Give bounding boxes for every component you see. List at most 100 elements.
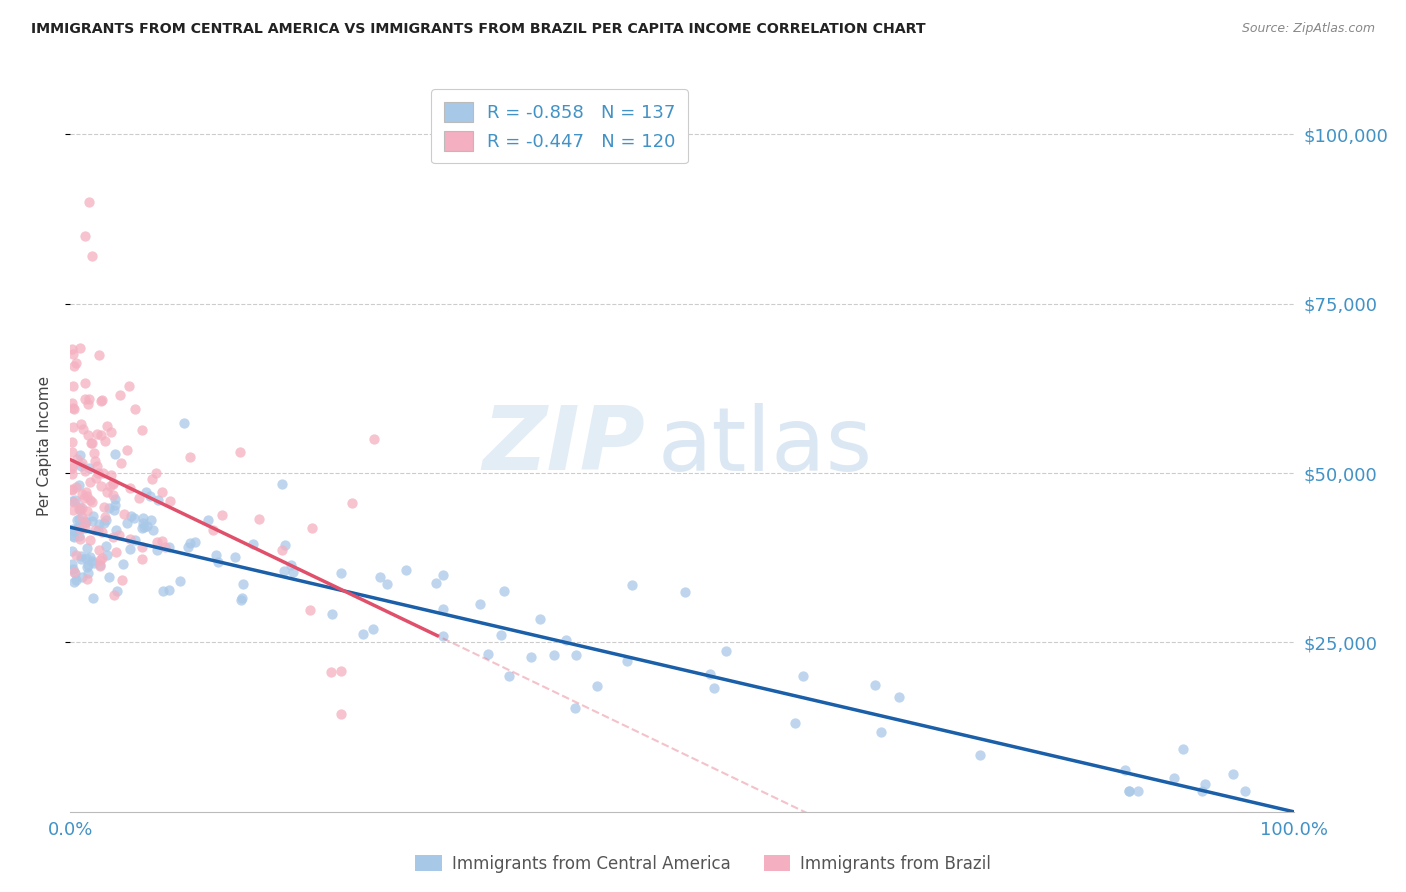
Point xyxy=(80,435,103,450)
Point xyxy=(90,550,112,565)
Point xyxy=(118,379,141,393)
Point xyxy=(75,515,97,529)
Point xyxy=(84,454,107,468)
Point xyxy=(84,523,107,537)
Point xyxy=(131,521,153,535)
Point xyxy=(76,489,98,503)
Point xyxy=(90,394,112,409)
Point xyxy=(124,401,146,416)
Point xyxy=(65,356,87,370)
Point xyxy=(80,495,103,509)
Point xyxy=(138,490,160,504)
Point xyxy=(543,648,565,662)
Point xyxy=(470,597,492,611)
Point xyxy=(141,513,163,527)
Point xyxy=(177,540,200,554)
Point xyxy=(145,543,167,558)
Point xyxy=(65,573,87,587)
Point xyxy=(98,569,121,583)
Point xyxy=(145,466,167,480)
Point xyxy=(75,376,97,390)
Point xyxy=(62,562,84,576)
Point xyxy=(62,401,84,416)
Point xyxy=(60,460,83,475)
Point xyxy=(699,667,721,681)
Point xyxy=(87,543,110,558)
Point xyxy=(112,507,135,521)
Point xyxy=(77,566,100,581)
Point xyxy=(283,565,305,579)
Point xyxy=(299,603,322,617)
Point xyxy=(273,564,295,578)
Point xyxy=(131,423,153,437)
Point xyxy=(330,707,353,722)
Point xyxy=(108,528,131,542)
Point xyxy=(86,471,108,485)
Point xyxy=(146,493,169,508)
Point xyxy=(87,467,110,481)
Point xyxy=(1194,777,1216,791)
Point xyxy=(65,566,87,581)
Point xyxy=(80,435,103,450)
Point xyxy=(132,510,155,524)
Point xyxy=(65,548,87,562)
Point xyxy=(77,461,100,475)
Point xyxy=(554,633,576,648)
Point xyxy=(103,476,125,491)
Point xyxy=(124,533,146,548)
Point xyxy=(63,565,86,579)
Point xyxy=(110,456,132,470)
Point xyxy=(184,535,207,549)
Point xyxy=(82,591,104,605)
Point xyxy=(62,342,84,356)
Point xyxy=(489,628,512,642)
Text: Source: ZipAtlas.com: Source: ZipAtlas.com xyxy=(1241,22,1375,36)
Point xyxy=(117,442,139,457)
Point xyxy=(70,549,93,564)
Point xyxy=(104,491,127,506)
Point xyxy=(77,392,100,407)
Point xyxy=(67,512,90,526)
Point xyxy=(79,550,101,565)
Point xyxy=(75,551,97,566)
Point xyxy=(62,379,84,393)
Point xyxy=(432,629,454,643)
Point xyxy=(82,249,104,263)
Point xyxy=(75,521,97,535)
Point xyxy=(564,648,586,663)
Point xyxy=(197,513,219,527)
Point xyxy=(60,482,83,496)
Legend: Immigrants from Central America, Immigrants from Brazil: Immigrants from Central America, Immigra… xyxy=(408,848,998,880)
Point xyxy=(66,522,89,536)
Point xyxy=(69,502,91,516)
Point xyxy=(75,516,97,530)
Point xyxy=(67,502,90,516)
Point xyxy=(105,545,128,559)
Point xyxy=(274,538,297,552)
Point xyxy=(89,348,111,362)
Point xyxy=(70,510,93,524)
Point xyxy=(79,475,101,490)
Point xyxy=(887,690,910,704)
Point xyxy=(280,558,302,573)
Point xyxy=(207,556,229,570)
Point xyxy=(75,485,97,500)
Point xyxy=(105,583,128,598)
Point xyxy=(224,549,246,564)
Point xyxy=(94,540,117,554)
Point xyxy=(90,428,112,442)
Point xyxy=(1114,764,1136,778)
Point xyxy=(76,560,98,574)
Point xyxy=(60,396,83,410)
Point xyxy=(128,491,150,506)
Point xyxy=(62,402,84,417)
Point xyxy=(69,449,91,463)
Point xyxy=(120,541,142,556)
Point xyxy=(146,534,169,549)
Point xyxy=(89,559,111,574)
Point xyxy=(179,536,201,550)
Point xyxy=(73,491,96,506)
Point xyxy=(529,612,551,626)
Point xyxy=(477,648,499,662)
Point xyxy=(72,422,94,436)
